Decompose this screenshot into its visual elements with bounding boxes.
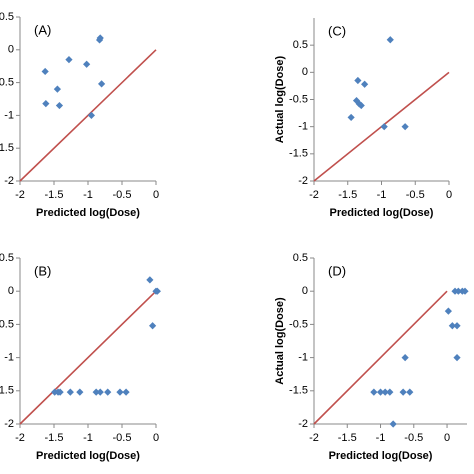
point: [122, 388, 130, 396]
panel-label: (B): [34, 263, 51, 278]
point: [347, 113, 355, 122]
x-tick-label: 0: [153, 432, 159, 444]
y-axis-label: Actual log(Dose): [274, 55, 286, 143]
panel-label: (C): [328, 23, 346, 38]
x-tick-label: -0.5: [406, 189, 425, 201]
point: [386, 388, 394, 396]
x-tick-label: -0.5: [113, 432, 132, 444]
x-tick-label: -2: [15, 189, 25, 201]
point: [406, 388, 414, 396]
y-tick-label: 0: [302, 285, 308, 297]
y-tick-label: -0.5: [289, 93, 308, 105]
point: [401, 123, 409, 131]
y-tick-label: 0.5: [0, 11, 14, 23]
y-tick-label: -0.5: [289, 318, 308, 330]
x-tick-label: -1.5: [338, 189, 357, 201]
panel-label: (D): [328, 263, 346, 278]
y-tick-label: -2: [298, 175, 308, 187]
x-axis-label: Predicted log(Dose): [330, 207, 434, 219]
point: [96, 388, 104, 396]
point: [453, 322, 461, 330]
y-tick-label: -2: [4, 175, 14, 187]
panel-label: (A): [34, 22, 51, 37]
point: [361, 80, 369, 88]
y-tick-label: 0.5: [293, 39, 308, 51]
y-axis-label: Actual log(Dose): [274, 297, 286, 385]
point: [95, 36, 104, 44]
point: [87, 111, 95, 119]
y-tick-label: -2: [298, 418, 308, 430]
x-axis-label: Predicted log(Dose): [36, 450, 140, 462]
y-tick-label: 0: [302, 66, 308, 78]
y-tick-label: 0: [8, 44, 14, 56]
x-tick-label: -0.5: [113, 189, 132, 201]
point: [149, 322, 157, 330]
y-tick-label: -1.5: [0, 142, 14, 154]
x-tick-label: 0: [446, 189, 452, 201]
identity-line: [19, 290, 157, 425]
point: [55, 101, 64, 110]
point: [153, 287, 161, 295]
point: [448, 322, 456, 330]
y-tick-label: -0.5: [0, 318, 14, 330]
y-tick-label: -1.5: [289, 148, 308, 160]
x-tick-label: 0: [444, 432, 450, 444]
y-tick-label: -0.5: [0, 77, 14, 89]
point: [389, 420, 397, 428]
point: [76, 388, 84, 396]
point: [352, 96, 361, 105]
y-tick-label: 0: [8, 285, 14, 297]
y-tick-label: -1: [4, 109, 14, 121]
y-tick-label: 0.5: [0, 252, 14, 264]
point: [56, 388, 64, 396]
point: [376, 388, 385, 396]
point: [65, 56, 73, 64]
point: [42, 99, 50, 108]
y-tick-label: 0.5: [293, 252, 308, 264]
point: [461, 287, 469, 295]
x-tick-label: -2: [15, 432, 25, 444]
point: [116, 388, 124, 396]
point: [354, 76, 362, 85]
point: [66, 388, 74, 396]
y-tick-label: -1: [298, 352, 308, 364]
point: [92, 388, 100, 396]
x-tick-label: -1: [83, 432, 93, 444]
identity-line: [313, 290, 448, 425]
x-tick-label: -1: [377, 189, 387, 201]
y-tick-label: -1.5: [289, 385, 308, 397]
point: [104, 388, 112, 396]
point: [380, 123, 388, 131]
y-tick-label: -1.5: [0, 385, 14, 397]
y-tick-label: -1: [4, 352, 14, 364]
x-tick-label: -1.5: [338, 432, 357, 444]
x-axis-label: Predicted log(Dose): [329, 450, 433, 462]
point: [146, 276, 154, 284]
point: [444, 307, 452, 315]
point: [370, 388, 378, 396]
x-tick-label: -1: [376, 432, 386, 444]
x-tick-label: -2: [309, 189, 319, 201]
point: [399, 388, 407, 396]
point: [453, 354, 461, 362]
point: [98, 80, 106, 88]
x-axis-label: Predicted log(Dose): [36, 207, 140, 219]
x-tick-label: -2: [309, 432, 319, 444]
point: [53, 85, 61, 93]
point: [83, 60, 91, 68]
x-tick-label: 0: [153, 189, 159, 201]
point: [41, 67, 49, 76]
x-tick-label: -0.5: [404, 432, 423, 444]
x-tick-label: -1.5: [45, 432, 64, 444]
x-tick-label: -1.5: [45, 189, 64, 201]
point: [381, 388, 389, 396]
y-tick-label: -1: [298, 121, 308, 133]
x-tick-label: -1: [83, 189, 93, 201]
point: [386, 36, 394, 44]
point: [355, 100, 363, 108]
point: [401, 354, 409, 362]
y-tick-label: -2: [4, 418, 14, 430]
point: [454, 287, 462, 295]
